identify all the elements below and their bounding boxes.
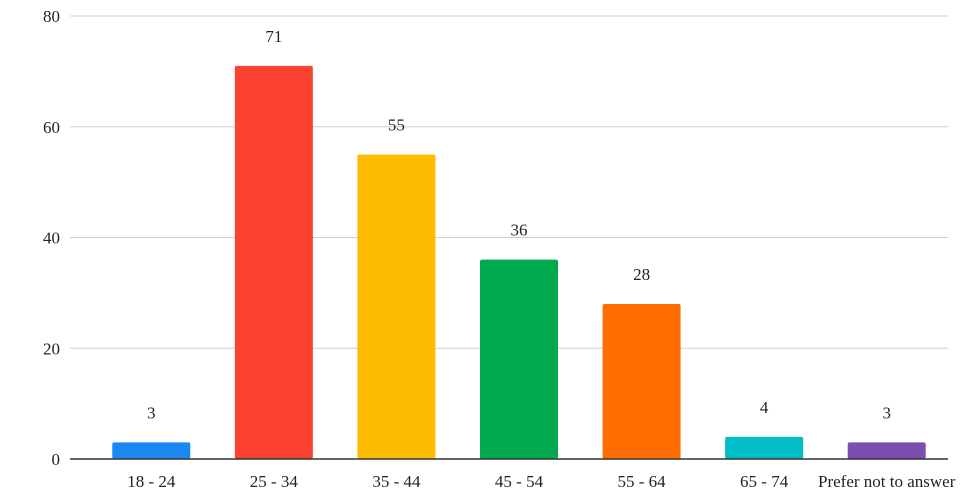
x-axis-tick-labels: 18 - 24 25 - 34 35 - 44 45 - 54 55 - 64 65 - … [127,472,956,491]
y-tick-label: 80 [43,7,60,26]
bar-25-34 [234,65,313,460]
bar-55-64 [602,303,681,459]
bar-35-44 [357,154,436,459]
x-tick-label: 55 - 64 [617,472,666,491]
x-tick-label: 45 - 54 [495,472,544,491]
x-tick-label: 25 - 34 [250,472,299,491]
bar-65-74 [725,436,804,459]
data-label: 55 [388,115,405,134]
data-label: 36 [511,221,528,240]
x-tick-label: 65 - 74 [740,472,789,491]
data-label: 71 [265,27,282,46]
bar-45-54 [480,259,558,459]
x-tick-label: 18 - 24 [127,472,176,491]
bar-prefer-not-to-answer [847,442,926,459]
y-tick-label: 60 [43,118,60,137]
y-tick-label: 20 [43,339,60,358]
x-tick-label: Prefer not to answer [818,472,956,491]
x-tick-label: 35 - 44 [372,472,421,491]
bar-18-24 [112,442,191,459]
data-label: 3 [882,403,891,422]
data-labels: 3 71 55 36 28 4 3 [147,27,891,423]
data-label: 3 [147,403,156,422]
data-label: 28 [633,265,650,284]
y-tick-label: 0 [52,450,61,469]
y-tick-label: 40 [43,229,60,248]
bars [112,65,926,460]
y-axis-tick-labels: 0 20 40 60 80 [43,7,60,469]
data-label: 4 [760,398,769,417]
